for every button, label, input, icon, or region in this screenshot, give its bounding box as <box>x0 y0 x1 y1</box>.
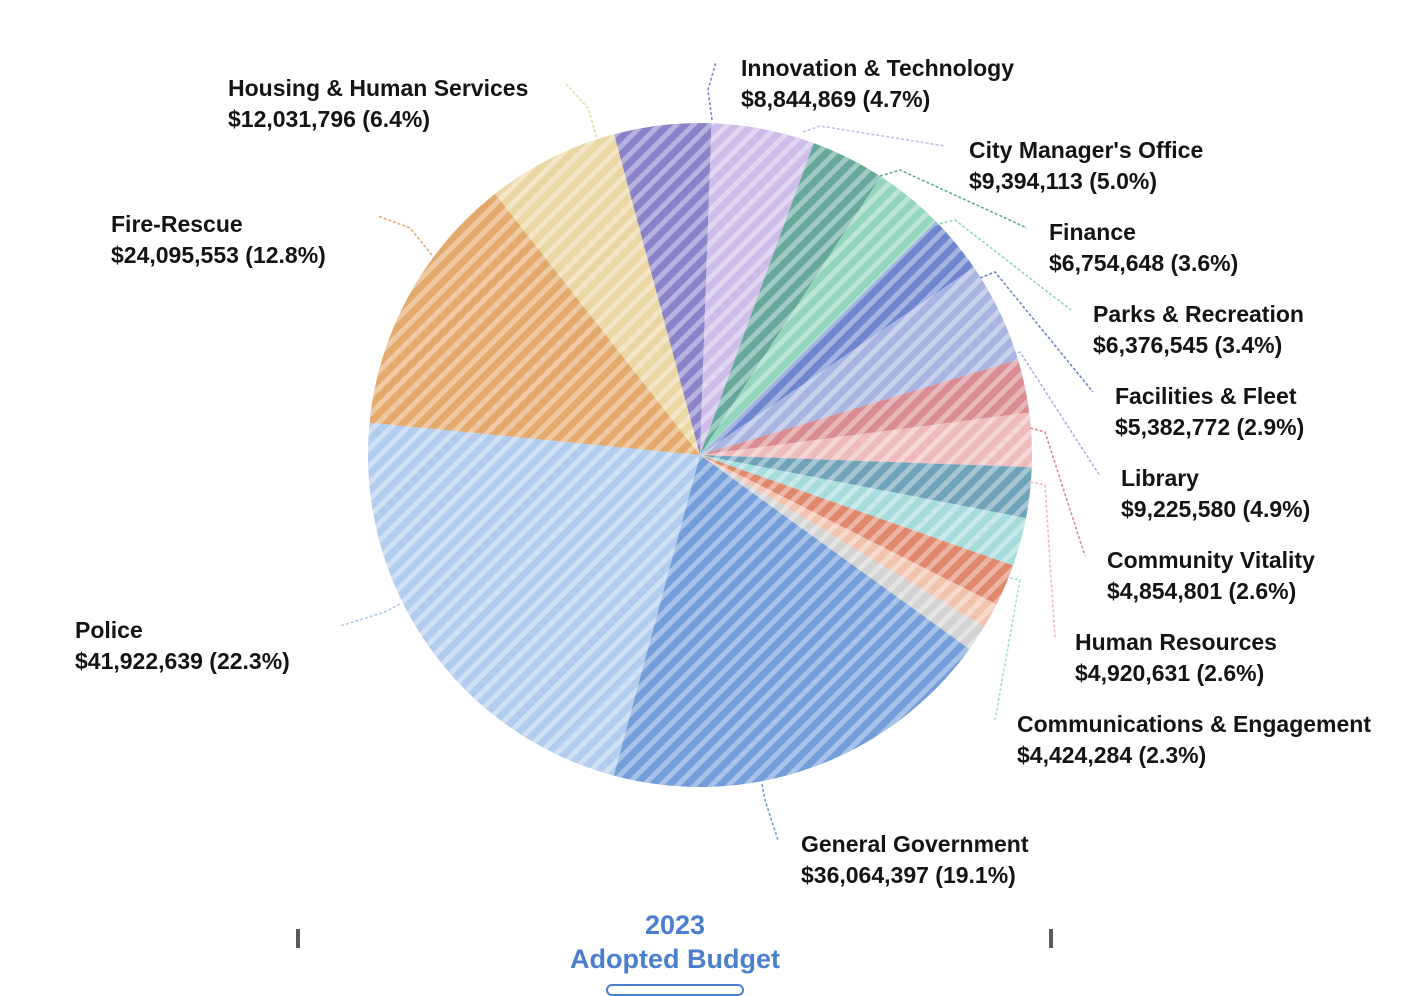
chart-caption-year: 2023 <box>644 910 706 940</box>
leader-line <box>565 83 599 143</box>
leader-line <box>1029 427 1086 557</box>
slice-label-value: $6,754,648 (3.6%) <box>1049 250 1238 276</box>
slice-label-value: $24,095,553 (12.8%) <box>111 242 326 268</box>
slice-label-name: Finance <box>1049 219 1136 245</box>
slice-label-value: $5,382,772 (2.9%) <box>1115 414 1304 440</box>
scroll-tick-right <box>1049 929 1053 948</box>
leader-line <box>377 215 433 256</box>
slice-label-name: Community Vitality <box>1107 547 1315 573</box>
slice-label-value: $4,424,284 (2.3%) <box>1017 742 1206 768</box>
chart-caption-subtitle: Adopted Budget <box>570 944 780 974</box>
slice-label-name: General Government <box>801 831 1029 857</box>
slice-label-name: City Manager's Office <box>969 137 1203 163</box>
slice-label-name: Facilities & Fleet <box>1115 383 1297 409</box>
slice-label-name: Communications & Engagement <box>1017 711 1371 737</box>
slice-label-value: $9,394,113 (5.0%) <box>969 168 1157 194</box>
leader-line <box>879 169 1028 229</box>
scroll-tick-left <box>296 929 300 948</box>
slice-label-value: $4,920,631 (2.6%) <box>1075 660 1264 686</box>
slice-label-value: $4,854,801 (2.6%) <box>1107 578 1296 604</box>
slice-labels: Innovation & Technology $8,844,869 (4.7%)… <box>75 55 1371 888</box>
leader-line <box>802 125 946 147</box>
slice-label-value: $6,376,545 (3.4%) <box>1093 332 1282 358</box>
slice-label-value: $41,922,639 (22.3%) <box>75 648 290 674</box>
selector-tab[interactable] <box>606 984 744 996</box>
leader-line <box>1004 350 1101 477</box>
leader-line <box>707 61 717 121</box>
slice-label-name: Police <box>75 617 143 643</box>
slice-label-name: Fire-Rescue <box>111 211 243 237</box>
slice-label-value: $9,225,580 (4.9%) <box>1121 496 1310 522</box>
slice-label-value: $12,031,796 (6.4%) <box>228 106 430 132</box>
leader-lines <box>339 61 1101 841</box>
pie-slices <box>367 122 1033 787</box>
leader-line <box>339 603 401 627</box>
leader-line <box>761 783 779 841</box>
leader-line <box>979 271 1094 393</box>
slice-label-name: Library <box>1121 465 1199 491</box>
slice-label-value: $8,844,869 (4.7%) <box>741 86 930 112</box>
leader-line <box>994 577 1021 721</box>
slice-label-name: Human Resources <box>1075 629 1277 655</box>
slice-label-name: Parks & Recreation <box>1093 301 1304 327</box>
slice-label-value: $36,064,397 (19.1%) <box>801 862 1016 888</box>
leader-line <box>934 219 1072 311</box>
leader-line <box>1029 481 1056 639</box>
slice-label-name: Housing & Human Services <box>228 75 528 101</box>
slice-label-name: Innovation & Technology <box>741 55 1014 81</box>
